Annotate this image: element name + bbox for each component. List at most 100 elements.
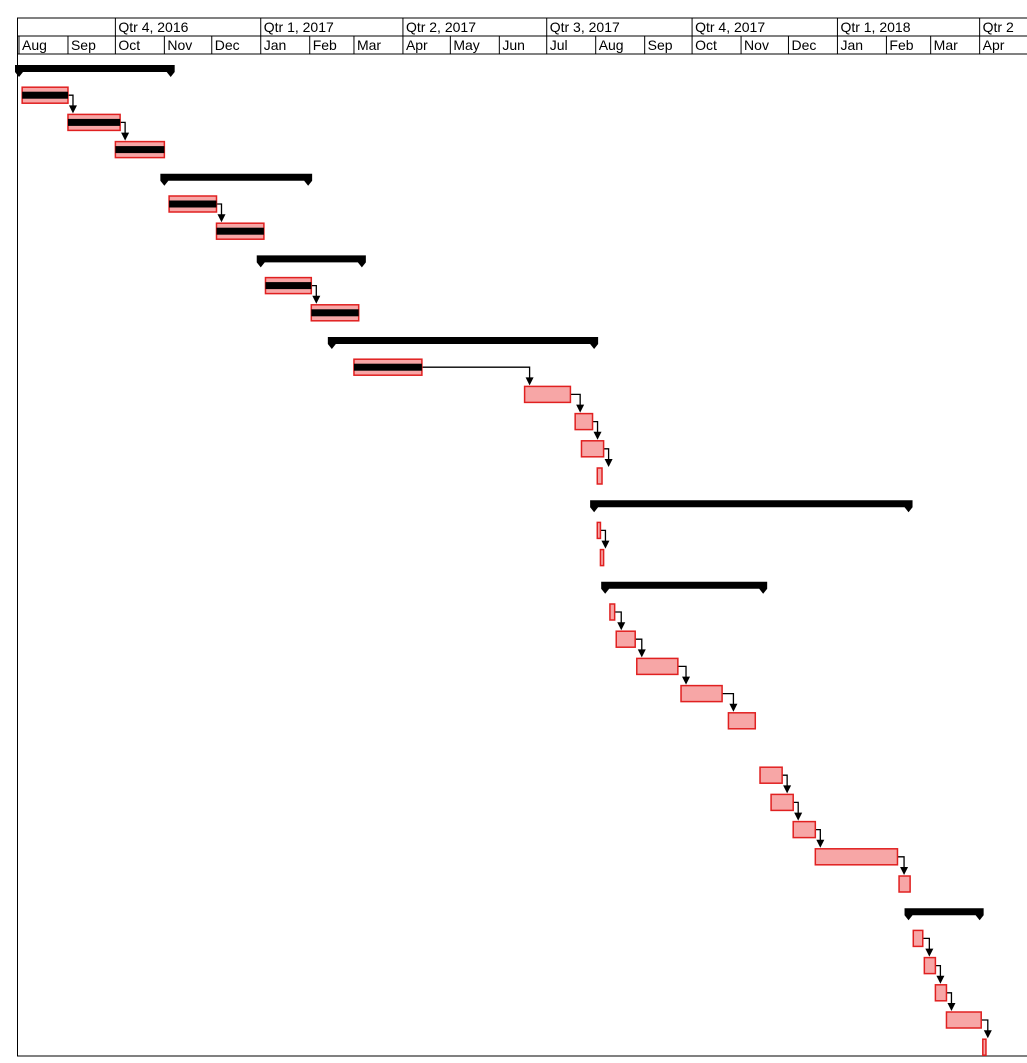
- dependency-link: [421, 366, 531, 380]
- task-bar: [596, 521, 602, 540]
- dependency-link: [722, 692, 735, 706]
- dependency-arrowhead: [900, 867, 909, 875]
- task-progress: [353, 363, 422, 371]
- task-bar: [923, 956, 937, 975]
- summary-bar: [590, 500, 913, 513]
- month-label: Apr: [983, 37, 1005, 53]
- dependency-arrowhead: [217, 214, 226, 223]
- dependency-link: [946, 992, 953, 1005]
- month-label: Aug: [599, 37, 624, 53]
- month-label: Aug: [22, 37, 47, 53]
- task-progress: [169, 200, 217, 208]
- dependency-link: [922, 937, 930, 951]
- month-label: Sep: [648, 37, 673, 53]
- task-bar: [898, 875, 911, 893]
- dependency-link: [677, 665, 687, 679]
- summary-bar: [904, 908, 984, 921]
- dependency-links: [67, 94, 992, 1039]
- month-label: Sep: [71, 37, 96, 53]
- quarter-row: Qtr 4, 2016 Qtr 1, 2017 Qtr 2, 2017 Qtr 3, …: [114, 18, 1014, 36]
- task-bar: [912, 929, 924, 948]
- dependency-arrowhead: [617, 622, 626, 631]
- month-label: Feb: [313, 37, 337, 53]
- dependency-link: [635, 638, 643, 652]
- quarter-label: Qtr 2: [983, 19, 1014, 35]
- month-label: Jul: [550, 37, 568, 53]
- dependency-link: [603, 448, 610, 461]
- task-bar: [609, 603, 616, 621]
- task-bar: [574, 412, 594, 431]
- dependency-arrowhead: [682, 676, 691, 685]
- dependency-arrowhead: [121, 132, 130, 141]
- month-label: May: [453, 37, 479, 53]
- task-progress: [311, 309, 359, 317]
- task-bar: [636, 657, 679, 676]
- quarter-label: Qtr 4, 2016: [118, 19, 188, 35]
- dependency-link: [793, 801, 799, 815]
- dependency-arrowhead: [312, 295, 321, 304]
- chart-frame: [17, 17, 1027, 1057]
- task-bar: [615, 630, 636, 648]
- task-progress: [67, 118, 121, 126]
- month-label: Mar: [934, 37, 958, 53]
- dependency-arrowhead: [947, 1003, 956, 1011]
- task-progress: [115, 146, 165, 154]
- task-bar: [945, 1011, 982, 1029]
- month-label: Feb: [889, 37, 913, 53]
- quarter-label: Qtr 4, 2017: [695, 19, 765, 35]
- dependency-arrowhead: [604, 459, 613, 467]
- task-bar: [759, 766, 783, 784]
- task-progress: [216, 227, 264, 235]
- task-bar: [599, 548, 605, 567]
- dependency-link: [935, 964, 942, 978]
- dependency-arrowhead: [576, 404, 585, 413]
- dependency-link: [67, 94, 74, 108]
- month-label: Dec: [791, 37, 816, 53]
- month-label: Oct: [118, 37, 140, 53]
- dependency-link: [311, 284, 317, 298]
- quarter-label: Qtr 2, 2017: [406, 19, 476, 35]
- month-label: Nov: [744, 37, 769, 53]
- dependency-link: [570, 393, 581, 407]
- summary-bar: [601, 581, 768, 594]
- summary-bars: [15, 65, 984, 921]
- month-label: Jan: [840, 37, 863, 53]
- month-label: Mar: [357, 37, 381, 53]
- task-progress: [22, 91, 68, 99]
- task-bar: [523, 385, 572, 404]
- summary-bar: [256, 255, 366, 268]
- task-bar: [596, 467, 603, 485]
- dependency-arrowhead: [783, 785, 792, 794]
- dependency-link: [897, 856, 905, 869]
- dependency-arrowhead: [983, 1030, 992, 1039]
- dependency-arrowhead: [68, 105, 77, 114]
- task-progress: [265, 282, 312, 290]
- quarter-label: Qtr 1, 2018: [840, 19, 910, 35]
- dependency-link: [600, 529, 607, 543]
- month-label: Jan: [264, 37, 287, 53]
- task-bar: [680, 684, 723, 703]
- dependency-arrowhead: [637, 649, 646, 658]
- dependency-arrowhead: [925, 948, 934, 957]
- dependency-arrowhead: [593, 431, 602, 440]
- task-bar: [814, 848, 899, 866]
- dependency-arrowhead: [601, 540, 610, 549]
- dependency-arrowhead: [794, 812, 803, 821]
- task-bar: [727, 712, 757, 730]
- dependency-link: [120, 121, 126, 135]
- month-label: Dec: [215, 37, 240, 53]
- task-bars: [21, 86, 987, 1056]
- dependency-link: [614, 611, 622, 625]
- dependency-link: [981, 1019, 989, 1033]
- dependency-arrowhead: [936, 975, 945, 984]
- dependency-arrowhead: [525, 377, 534, 386]
- task-bar: [934, 984, 948, 1002]
- dependency-link: [782, 774, 788, 788]
- task-bar: [792, 820, 817, 839]
- dependency-arrowhead: [816, 839, 825, 848]
- month-label: Jun: [502, 37, 525, 53]
- month-label: Oct: [695, 37, 717, 53]
- dependency-link: [216, 203, 223, 217]
- month-row: Aug Sep Oct Nov Dec Jan Feb Mar Apr May Jun Jul Aug S…: [18, 36, 1005, 54]
